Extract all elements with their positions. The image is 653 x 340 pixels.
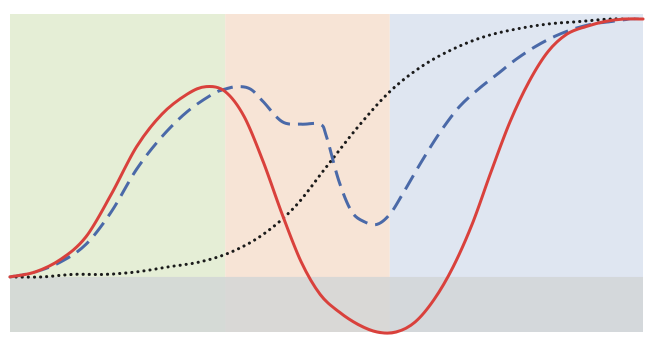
series-line-dotted <box>8 17 645 279</box>
series-line-solid <box>8 17 645 335</box>
series-group <box>8 17 645 335</box>
baseline-band <box>10 276 643 332</box>
baseline-band-group <box>10 276 643 332</box>
series-line-dashed <box>9 17 644 279</box>
